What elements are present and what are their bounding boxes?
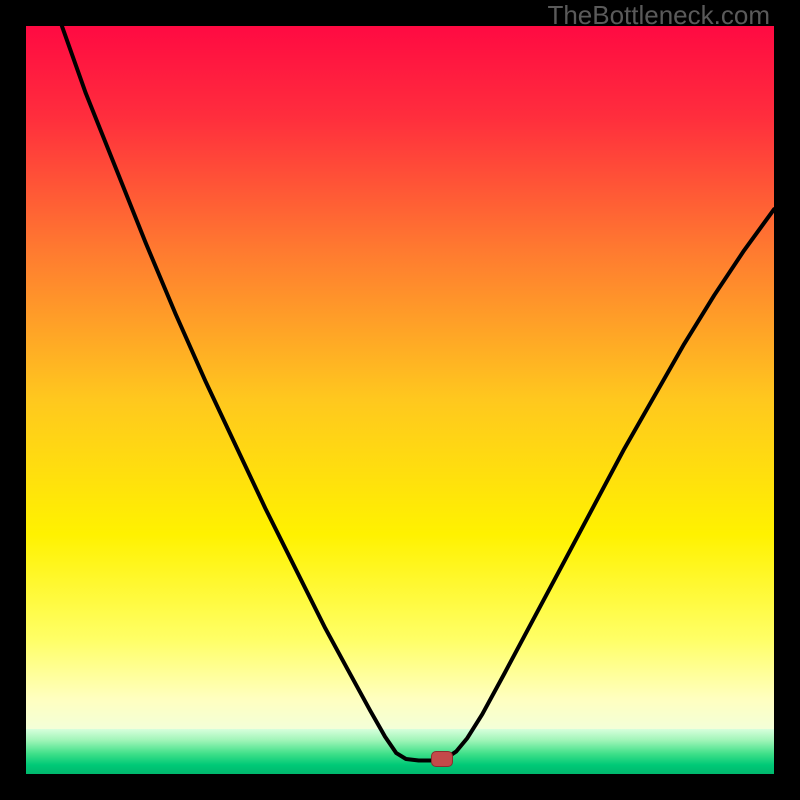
minimum-marker	[431, 751, 453, 767]
bottleneck-curve	[26, 26, 774, 774]
watermark-text: TheBottleneck.com	[547, 0, 770, 31]
chart-frame	[0, 0, 800, 800]
